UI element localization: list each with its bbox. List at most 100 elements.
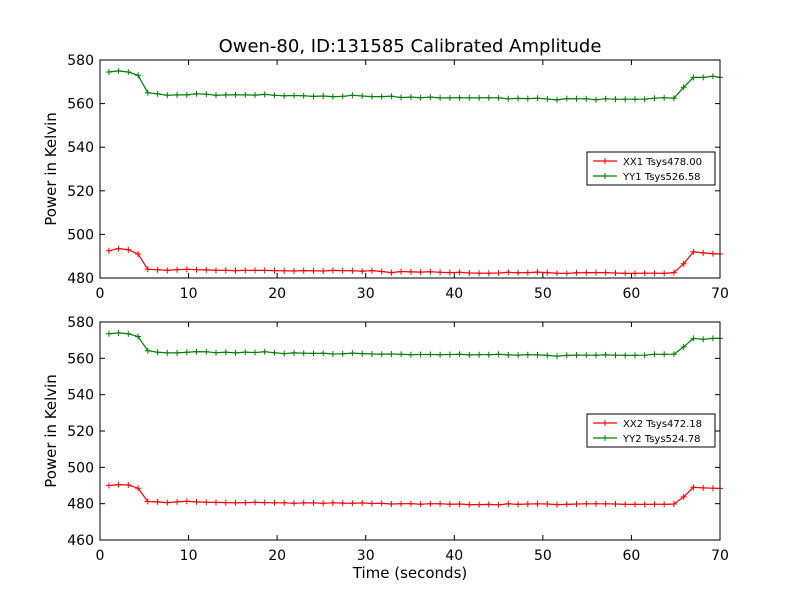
- data-point: [583, 500, 590, 507]
- data-point: [690, 248, 697, 255]
- data-point: [300, 350, 307, 357]
- data-point: [700, 74, 707, 81]
- y-tick-label: 500: [67, 460, 94, 476]
- data-point: [709, 335, 716, 342]
- data-point: [476, 94, 483, 101]
- data-point: [291, 268, 297, 274]
- data-point: [661, 94, 668, 101]
- data-point: [222, 267, 229, 274]
- data-point: [281, 499, 288, 506]
- data-point: [349, 92, 356, 99]
- data-point: [183, 349, 190, 356]
- data-point: [670, 269, 677, 276]
- data-point: [602, 351, 609, 358]
- data-point: [622, 270, 629, 277]
- data-point: [602, 500, 609, 507]
- data-point: [700, 484, 707, 491]
- data-point: [680, 260, 687, 267]
- data-point: [641, 270, 648, 277]
- x-tick-label: 60: [623, 548, 641, 564]
- data-point: [388, 501, 395, 507]
- data-point: [632, 96, 638, 103]
- data-point: [154, 266, 161, 273]
- data-point: [602, 269, 609, 276]
- data-point: [515, 95, 522, 102]
- data-point: [339, 350, 346, 357]
- data-point: [329, 499, 336, 506]
- data-point: [456, 351, 463, 358]
- series-line-xx1: [108, 247, 721, 275]
- data-point: [670, 501, 677, 507]
- data-point: [485, 270, 492, 277]
- data-point: [563, 95, 570, 102]
- data-point: [222, 91, 229, 98]
- data-point: [320, 93, 327, 99]
- data-point: [456, 94, 463, 101]
- x-tick-label: 60: [623, 286, 641, 302]
- data-point: [437, 94, 444, 101]
- data-point: [213, 499, 219, 506]
- x-tick-label: 20: [268, 548, 286, 564]
- data-point: [661, 270, 668, 277]
- data-point: [524, 501, 531, 507]
- data-point: [193, 266, 200, 273]
- data-point: [407, 500, 414, 507]
- data-point: [252, 92, 258, 99]
- data-point: [437, 269, 444, 276]
- data-point: [242, 267, 249, 274]
- data-point: [427, 268, 434, 275]
- data-point: [612, 501, 619, 507]
- data-point: [252, 499, 258, 506]
- data-point: [651, 351, 658, 358]
- data-point: [612, 352, 619, 359]
- data-point: [144, 498, 151, 505]
- data-point: [495, 351, 502, 358]
- y-tick-label: 480: [67, 271, 94, 287]
- data-point: [437, 351, 444, 358]
- data-point: [398, 500, 405, 507]
- data-point: [407, 268, 414, 275]
- data-point: [466, 270, 473, 276]
- data-point: [515, 352, 522, 359]
- data-point: [359, 268, 366, 275]
- data-point: [651, 270, 658, 277]
- data-point: [164, 499, 171, 506]
- data-point: [641, 501, 648, 508]
- data-point: [427, 500, 434, 507]
- data-point: [632, 352, 638, 359]
- legend-label: YY2 Tsys524.78: [622, 434, 701, 445]
- data-point: [368, 267, 375, 274]
- legend-label: YY1 Tsys526.58: [622, 172, 701, 183]
- data-point: [339, 93, 346, 100]
- data-point: [651, 501, 658, 508]
- data-point: [398, 351, 405, 358]
- data-point: [193, 498, 200, 505]
- data-point: [573, 269, 580, 276]
- data-point: [174, 498, 181, 505]
- data-point: [203, 266, 210, 273]
- data-point: [524, 95, 531, 102]
- data-point: [271, 349, 278, 356]
- data-point: [203, 499, 210, 506]
- data-point: [232, 91, 239, 98]
- data-point: [174, 91, 181, 98]
- data-point: [320, 268, 327, 274]
- legend-marker: [602, 173, 608, 179]
- data-point: [680, 343, 687, 350]
- data-point: [281, 350, 288, 357]
- data-point: [144, 266, 151, 273]
- data-point: [661, 351, 668, 358]
- data-point: [329, 93, 336, 100]
- data-point: [554, 501, 560, 508]
- data-point: [339, 500, 346, 507]
- data-point: [612, 270, 619, 276]
- data-point: [144, 347, 151, 354]
- y-tick-label: 500: [67, 227, 94, 243]
- data-point: [320, 350, 327, 357]
- data-point: [593, 500, 599, 507]
- data-point: [554, 96, 560, 103]
- data-point: [203, 91, 210, 98]
- x-tick-label: 50: [534, 286, 552, 302]
